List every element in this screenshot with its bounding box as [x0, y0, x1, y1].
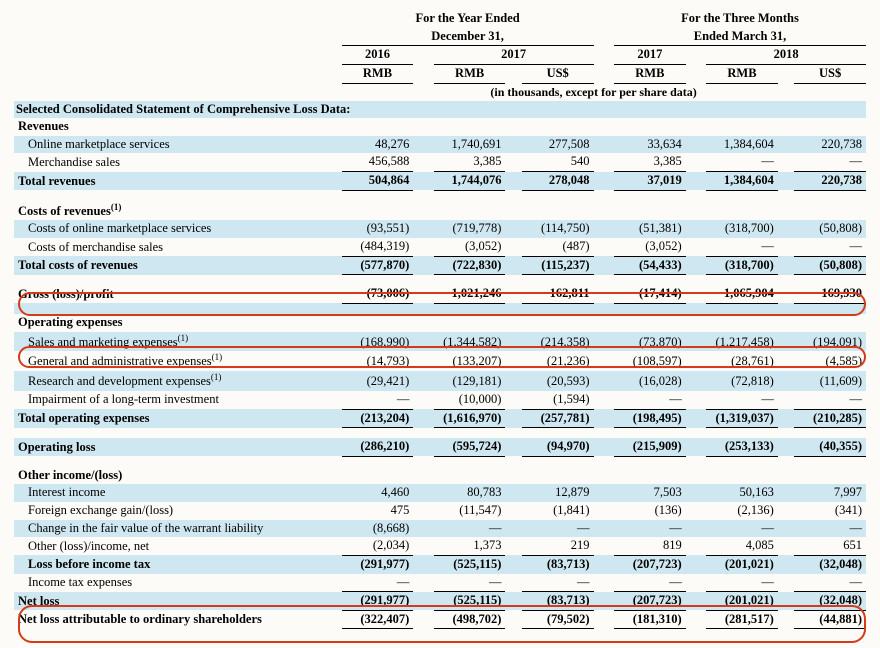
section-opex: Operating expenses: [14, 314, 866, 332]
row-gross: Gross (loss)/profit (73,006) 1,021,246 1…: [14, 285, 866, 303]
spacer: [14, 190, 866, 201]
row-netlossord: Net loss attributable to ordinary shareh…: [14, 610, 866, 629]
section-selected: Selected Consolidated Statement of Compr…: [14, 101, 866, 119]
row-cmerch: Costs of merchandise sales (484,319) (3,…: [14, 238, 866, 256]
row-ga: General and administrative expenses(1) (…: [14, 351, 866, 371]
row-fx: Foreign exchange gain/(loss) 475 (11,547…: [14, 502, 866, 520]
spacer: [14, 456, 866, 467]
spacer: [14, 303, 866, 314]
row-warr: Change in the fair value of the warrant …: [14, 520, 866, 538]
row-oploss: Operating loss (286,210) (595,724) (94,9…: [14, 438, 866, 456]
financial-table-wrap: For the Year Ended For the Three Months …: [14, 10, 866, 629]
row-totopex: Total operating expenses (213,204) (1,61…: [14, 409, 866, 428]
section-revenues: Revenues: [14, 118, 866, 136]
row-netloss: Net loss (291,977) (525,115) (83,713) (2…: [14, 592, 866, 611]
financial-table: For the Year Ended For the Three Months …: [14, 10, 866, 629]
spacer: [14, 428, 866, 439]
period-header-1: For the Year Ended For the Three Months: [14, 10, 866, 28]
row-totrev: Total revenues 504,864 1,744,076 278,048…: [14, 172, 866, 191]
row-sm: Sales and marketing expenses(1) (168,990…: [14, 332, 866, 352]
row-coms: Costs of online marketplace services (93…: [14, 220, 866, 238]
period-year-ended-2: December 31,: [342, 28, 594, 46]
row-tax: Income tax expenses — — — — — —: [14, 574, 866, 592]
section-costs: Costs of revenues(1): [14, 201, 866, 221]
period-3mo-2: Ended March 31,: [614, 28, 866, 46]
section-other: Other income/(loss): [14, 467, 866, 485]
period-header-2: December 31, Ended March 31,: [14, 28, 866, 46]
row-oms: Online marketplace services 48,276 1,740…: [14, 136, 866, 154]
row-totcost: Total costs of revenues (577,870) (722,8…: [14, 256, 866, 275]
row-merch: Merchandise sales 456,588 3,385 540 3,38…: [14, 153, 866, 171]
spacer: [14, 275, 866, 286]
row-int: Interest income 4,460 80,783 12,879 7,50…: [14, 484, 866, 502]
row-lbit: Loss before income tax (291,977) (525,11…: [14, 555, 866, 573]
period-year-ended-1: For the Year Ended: [342, 10, 594, 28]
row-imp: Impairment of a long-term investment — (…: [14, 391, 866, 409]
year-header: 2016 2017 2017 2018: [14, 46, 866, 65]
row-othinc: Other (loss)/income, net (2,034) 1,373 2…: [14, 537, 866, 555]
period-3mo-1: For the Three Months: [614, 10, 866, 28]
currency-header: RMB RMB US$ RMB RMB US$: [14, 64, 866, 83]
subheader-row: (in thousands, except for per share data…: [14, 83, 866, 101]
row-rd: Research and development expenses(1) (29…: [14, 371, 866, 391]
